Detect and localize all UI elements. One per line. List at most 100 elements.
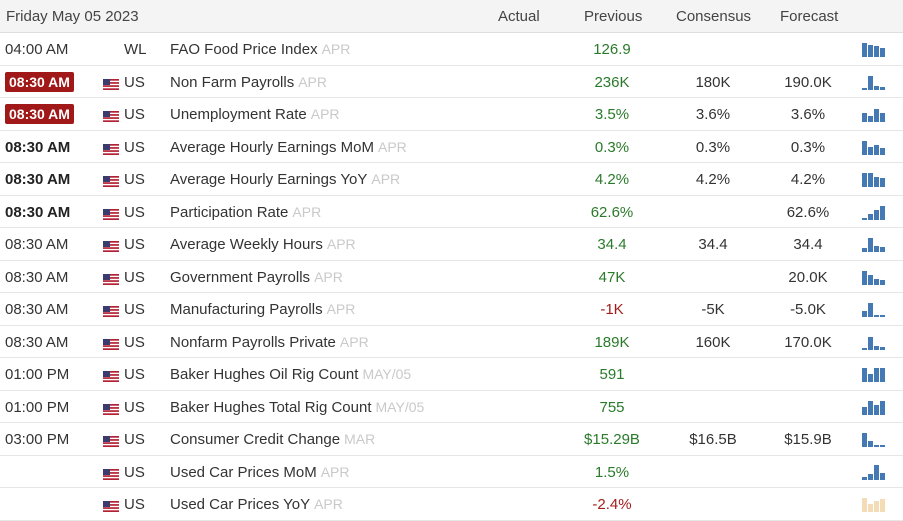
mini-bar-chart-icon[interactable] bbox=[862, 431, 890, 447]
event-name[interactable]: Used Car Prices YoY bbox=[170, 496, 311, 513]
event-name-link[interactable]: Consumer Credit Change MAR bbox=[170, 431, 375, 448]
previous-value: 3.5% bbox=[594, 106, 630, 123]
mini-bar-chart-icon[interactable] bbox=[862, 236, 890, 252]
event-time: 08:30 AM bbox=[5, 138, 71, 156]
calendar-row[interactable]: 01:00 PM US Baker Hughes Total Rig Count MA… bbox=[0, 391, 903, 423]
event-name[interactable]: Consumer Credit Change bbox=[170, 431, 341, 448]
calendar-row[interactable]: US Used Car Prices MoM APR 1.5% bbox=[0, 456, 903, 488]
mini-bar bbox=[880, 400, 885, 415]
event-name-link[interactable]: Manufacturing Payrolls APR bbox=[170, 301, 355, 318]
event-period: APR bbox=[377, 138, 407, 155]
country-code: US bbox=[124, 496, 145, 513]
event-period: APR bbox=[339, 333, 369, 350]
event-name-link[interactable]: Average Hourly Earnings YoY APR bbox=[170, 171, 400, 188]
calendar-row[interactable]: US Used Car Prices YoY APR -2.4% bbox=[0, 488, 903, 521]
event-name[interactable]: Average Weekly Hours bbox=[170, 236, 323, 253]
event-name[interactable]: Participation Rate bbox=[170, 203, 289, 221]
mini-bar bbox=[874, 315, 879, 317]
mini-bar bbox=[862, 248, 867, 252]
event-name-link[interactable]: Baker Hughes Oil Rig Count MAY/05 bbox=[170, 366, 411, 383]
mini-bar-chart-icon[interactable] bbox=[862, 301, 890, 317]
calendar-row[interactable]: 08:30 AM US Participation Rate APR 62.6% 62.6… bbox=[0, 196, 903, 228]
mini-bar bbox=[868, 336, 873, 350]
us-flag-icon bbox=[103, 174, 119, 187]
calendar-row[interactable]: 03:00 PM US Consumer Credit Change MAR $15.2… bbox=[0, 423, 903, 456]
previous-value: 126.9 bbox=[593, 41, 631, 58]
calendar-row[interactable]: 08:30 AM US Average Hourly Earnings YoY APR… bbox=[0, 163, 903, 196]
column-header-previous[interactable]: Previous bbox=[584, 8, 643, 25]
event-name-link[interactable]: Average Hourly Earnings MoM APR bbox=[170, 139, 407, 156]
us-flag-icon bbox=[103, 369, 119, 382]
event-name[interactable]: Baker Hughes Oil Rig Count bbox=[170, 366, 359, 383]
mini-bar-chart-icon[interactable] bbox=[862, 106, 890, 122]
country-code: US bbox=[124, 203, 145, 221]
mini-bar-chart-icon[interactable] bbox=[862, 464, 890, 480]
mini-bar bbox=[868, 146, 873, 155]
mini-bar bbox=[874, 445, 879, 447]
mini-bar bbox=[862, 113, 867, 122]
mini-bar bbox=[868, 473, 873, 480]
mini-bar-chart-icon[interactable] bbox=[862, 496, 890, 512]
mini-bar-chart-icon[interactable] bbox=[862, 41, 890, 57]
mini-bar bbox=[880, 472, 885, 480]
calendar-row[interactable]: 01:00 PM US Baker Hughes Oil Rig Count MAY/… bbox=[0, 358, 903, 391]
country-code: US bbox=[124, 138, 145, 156]
calendar-row[interactable]: 04:00 AM WL FAO Food Price Index APR 126.9 bbox=[0, 33, 903, 66]
previous-value: 189K bbox=[594, 333, 630, 351]
mini-bar bbox=[862, 406, 867, 415]
event-name[interactable]: Non Farm Payrolls bbox=[170, 73, 295, 91]
mini-bar bbox=[880, 499, 885, 512]
event-name-link[interactable]: Unemployment Rate APR bbox=[170, 106, 340, 123]
event-name[interactable]: Nonfarm Payrolls Private bbox=[170, 333, 336, 351]
event-name[interactable]: Government Payrolls bbox=[170, 268, 311, 286]
mini-bar bbox=[862, 433, 867, 447]
event-name[interactable]: Used Car Prices MoM bbox=[170, 463, 317, 481]
event-name-link[interactable]: FAO Food Price Index APR bbox=[170, 41, 350, 58]
event-name[interactable]: Average Hourly Earnings MoM bbox=[170, 138, 374, 156]
mini-bar-chart-icon[interactable] bbox=[862, 139, 890, 155]
column-header-consensus[interactable]: Consensus bbox=[676, 8, 752, 25]
event-name-link[interactable]: Baker Hughes Total Rig Count MAY/05 bbox=[170, 399, 424, 416]
event-name[interactable]: Manufacturing Payrolls bbox=[170, 301, 323, 318]
mini-bar-chart-icon[interactable] bbox=[862, 399, 890, 415]
event-name[interactable]: Baker Hughes Total Rig Count bbox=[170, 398, 372, 416]
calendar-row[interactable]: 08:30 AM US Average Weekly Hours APR 34.4 34.… bbox=[0, 228, 903, 261]
calendar-row[interactable]: 08:30 AM US Average Hourly Earnings MoM APR… bbox=[0, 131, 903, 163]
calendar-row[interactable]: 08:30 AM US Manufacturing Payrolls APR -1K -5… bbox=[0, 293, 903, 326]
mini-bar bbox=[868, 213, 873, 220]
event-name-link[interactable]: Used Car Prices YoY APR bbox=[170, 496, 343, 513]
event-name-link[interactable]: Used Car Prices MoM APR bbox=[170, 464, 350, 481]
forecast-value: 170.0K bbox=[784, 333, 832, 351]
event-time: 03:00 PM bbox=[5, 431, 70, 448]
calendar-row[interactable]: 08:30 AM US Government Payrolls APR 47K 20.0K bbox=[0, 261, 903, 293]
mini-bar bbox=[874, 246, 879, 252]
calendar-row[interactable]: 08:30 AM US Non Farm Payrolls APR 236K 180K 19… bbox=[0, 66, 903, 98]
mini-bar-chart-icon[interactable] bbox=[862, 204, 890, 220]
event-name[interactable]: Unemployment Rate bbox=[170, 106, 307, 123]
event-name-link[interactable]: Nonfarm Payrolls Private APR bbox=[170, 334, 369, 351]
forecast-value: 3.6% bbox=[790, 106, 826, 123]
country-code: US bbox=[124, 73, 145, 91]
event-time: 08:30 AM bbox=[5, 71, 74, 92]
header-date: Friday May 05 2023 bbox=[6, 8, 139, 25]
mini-bar bbox=[862, 270, 867, 285]
mini-bar-chart-icon[interactable] bbox=[862, 171, 890, 187]
mini-bar-chart-icon[interactable] bbox=[862, 334, 890, 350]
event-name-link[interactable]: Government Payrolls APR bbox=[170, 269, 343, 286]
mini-bar-chart-icon[interactable] bbox=[862, 74, 890, 90]
mini-bar-chart-icon[interactable] bbox=[862, 269, 890, 285]
mini-bar bbox=[880, 86, 885, 90]
event-name[interactable]: FAO Food Price Index bbox=[170, 41, 318, 58]
previous-value: 591 bbox=[599, 366, 625, 383]
mini-bar-chart-icon[interactable] bbox=[862, 366, 890, 382]
column-header-forecast[interactable]: Forecast bbox=[780, 8, 839, 25]
mini-bar bbox=[874, 368, 879, 382]
calendar-row[interactable]: 08:30 AM US Nonfarm Payrolls Private APR 189… bbox=[0, 326, 903, 358]
event-name-link[interactable]: Average Weekly Hours APR bbox=[170, 236, 356, 253]
event-name-link[interactable]: Non Farm Payrolls APR bbox=[170, 74, 327, 91]
mini-bar bbox=[868, 400, 873, 415]
column-header-actual[interactable]: Actual bbox=[498, 8, 540, 25]
event-name[interactable]: Average Hourly Earnings YoY bbox=[170, 171, 368, 188]
event-name-link[interactable]: Participation Rate APR bbox=[170, 204, 321, 221]
calendar-row[interactable]: 08:30 AM US Unemployment Rate APR 3.5% 3.6% 3.… bbox=[0, 98, 903, 131]
